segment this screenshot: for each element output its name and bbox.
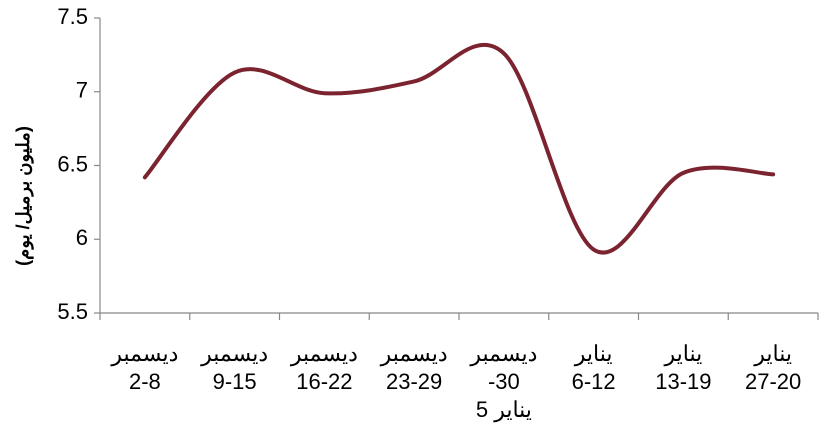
- series-line: [142, 43, 776, 255]
- x-tick-label: 2-8: [129, 369, 161, 394]
- x-tick-label: يناير 5: [476, 397, 532, 423]
- x-tick-label: ديسمبر: [290, 341, 358, 367]
- x-tick-label: ديسمبر: [110, 341, 178, 367]
- x-tick-label: ديسمبر: [469, 341, 537, 367]
- y-tick-label: 6: [76, 225, 88, 250]
- y-axis-label: (مليون برميل/ يوم): [13, 126, 34, 266]
- x-tick-label: 16-22: [296, 369, 352, 394]
- x-tick-label: يناير: [574, 341, 613, 367]
- y-tick-label: 7.5: [57, 4, 88, 29]
- x-tick-label: 23-29: [386, 369, 442, 394]
- x-tick-label: يناير: [664, 341, 703, 367]
- x-tick-label: ديسمبر: [200, 341, 268, 367]
- x-tick-label: يناير: [753, 341, 792, 367]
- x-tick-label: 27-20: [745, 369, 801, 394]
- x-tick-label: 13-19: [655, 369, 711, 394]
- y-tick-label: 5.5: [57, 299, 88, 324]
- x-tick-label: 6-12: [572, 369, 616, 394]
- x-tick-label: ديسمبر: [380, 341, 448, 367]
- y-tick-label: 6.5: [57, 151, 88, 176]
- x-tick-label: -30: [488, 369, 520, 394]
- y-tick-label: 7: [76, 78, 88, 103]
- x-tick-label: 9-15: [213, 369, 257, 394]
